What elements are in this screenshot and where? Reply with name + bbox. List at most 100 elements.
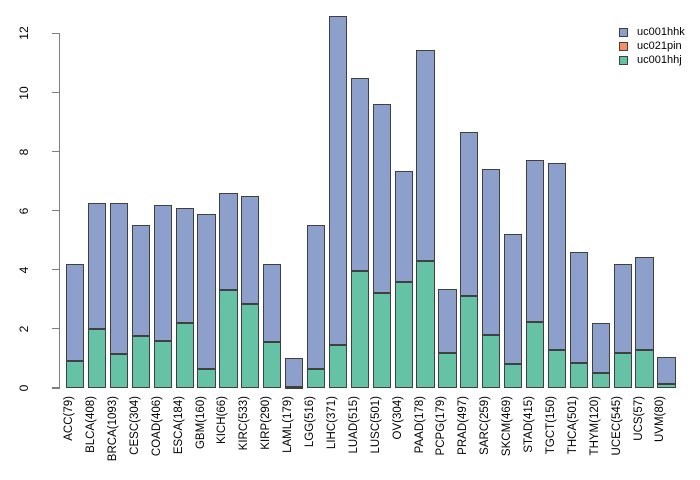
bar-segment-uc001hhj xyxy=(175,322,194,388)
x-tick-label: STAD(415) xyxy=(523,396,536,453)
x-tick-label: THYM(120) xyxy=(588,396,601,456)
bar-segment-uc001hhj xyxy=(525,321,545,388)
bar-segment-uc001hhk xyxy=(285,358,304,387)
x-tick-label: TGCT(150) xyxy=(544,396,557,455)
x-tick-label: OV(304) xyxy=(391,396,404,440)
x-tick-label: SKCM(469) xyxy=(501,396,514,457)
y-tick-label: 10 xyxy=(17,85,31,100)
bar-segment-uc001hhk xyxy=(175,207,194,323)
uc021pin-swatch-icon xyxy=(619,41,628,51)
y-tick-label: 0 xyxy=(17,384,31,392)
bar-segment-uc001hhk xyxy=(219,192,238,291)
x-tick-label: CESC(304) xyxy=(128,396,141,455)
x-tick-label: LUAD(515) xyxy=(347,396,360,454)
bar-segment-uc001hhj xyxy=(591,373,610,388)
x-tick-label: BRCA(1093) xyxy=(106,396,119,462)
x-tick-label: COAD(406) xyxy=(150,396,163,457)
bar-segment-uc001hhj xyxy=(87,328,107,388)
bar-segment-uc001hhk xyxy=(635,256,654,350)
legend-label: uc001hhk xyxy=(637,26,685,38)
bar-segment-uc001hhk xyxy=(569,252,588,363)
bar-segment-uc001hhj xyxy=(416,260,435,388)
bar-segment-uc001hhk xyxy=(504,234,523,365)
y-axis-tick xyxy=(52,210,59,212)
bar-segment-uc001hhk xyxy=(197,213,216,369)
bar-segment-uc001hhk xyxy=(263,263,282,343)
x-tick-label: LIHC(371) xyxy=(325,396,338,450)
bar-segment-uc001hhk xyxy=(416,49,435,261)
bar-segment-uc001hhj xyxy=(153,340,172,388)
y-axis-tick xyxy=(52,387,59,389)
y-tick-label: 6 xyxy=(17,207,31,215)
bar-segment-uc001hhk xyxy=(613,263,632,353)
x-tick-label: UVM(80) xyxy=(654,396,667,443)
x-tick-label: LAML(179) xyxy=(282,396,295,453)
bar-segment-uc001hhk xyxy=(591,322,610,374)
bar-segment-uc001hhk xyxy=(547,163,567,350)
x-tick-label: THCA(501) xyxy=(566,396,579,455)
bar-segment-uc001hhj xyxy=(197,368,216,388)
bar-segment-uc001hhk xyxy=(153,204,172,341)
uc001hhk-swatch-icon xyxy=(619,27,628,37)
bar-segment-uc001hhj xyxy=(394,281,413,388)
bar-segment-uc001hhk xyxy=(87,203,107,329)
x-tick-label: PCPG(179) xyxy=(435,396,448,456)
legend-item: uc021pin xyxy=(619,39,685,53)
bar-segment-uc001hhj xyxy=(460,296,479,388)
y-axis-line xyxy=(59,33,61,389)
bar-segment-uc001hhj xyxy=(569,362,588,388)
bar-segment-uc001hhk xyxy=(350,77,369,272)
bar-segment-uc001hhj xyxy=(241,303,260,388)
bar-segment-uc001hhk xyxy=(394,170,413,282)
bar-segment-uc001hhj xyxy=(350,271,369,388)
x-tick-label: SARC(259) xyxy=(479,396,492,455)
x-tick-label: ACC(79) xyxy=(63,396,76,441)
bar-segment-uc001hhk xyxy=(241,195,260,304)
x-tick-label: KICH(66) xyxy=(216,396,229,444)
bar-segment-uc001hhk xyxy=(460,132,479,297)
x-tick-label: KIRP(290) xyxy=(260,396,273,450)
legend-item: uc001hhj xyxy=(619,53,685,67)
y-axis-tick xyxy=(52,32,59,34)
x-tick-label: BLCA(408) xyxy=(85,396,98,453)
bar-segment-uc001hhk xyxy=(372,104,391,294)
bar-segment-uc001hhj xyxy=(372,293,391,388)
x-tick-label: PRAD(497) xyxy=(457,396,470,455)
x-tick-label: KIRC(533) xyxy=(238,396,251,451)
x-tick-label: UCEC(545) xyxy=(610,396,623,456)
y-axis-tick xyxy=(52,269,59,271)
bar-segment-uc001hhj xyxy=(66,361,85,388)
bar-segment-uc001hhj xyxy=(438,352,457,388)
y-tick-label: 2 xyxy=(17,325,31,333)
y-tick-label: 4 xyxy=(17,266,31,274)
bar-segment-uc001hhk xyxy=(131,225,150,337)
bar-segment-uc001hhk xyxy=(525,160,545,322)
bar-segment-uc001hhk xyxy=(328,15,348,346)
bar-segment-uc001hhj xyxy=(219,290,238,388)
x-tick-label: LGG(516) xyxy=(304,396,317,448)
x-tick-label: LUSC(501) xyxy=(369,396,382,454)
bar-segment-uc001hhj xyxy=(657,383,676,388)
bar-segment-uc001hhj xyxy=(306,368,326,388)
legend-label: uc021pin xyxy=(637,40,682,52)
bar-segment-uc001hhj xyxy=(547,349,567,388)
bar-segment-uc001hhj xyxy=(131,336,150,388)
bar-segment-uc001hhk xyxy=(482,169,501,335)
y-axis-tick xyxy=(52,91,59,94)
y-axis-tick xyxy=(52,151,59,153)
y-tick-label: 8 xyxy=(17,148,31,155)
legend: uc001hhk uc021pin uc001hhj xyxy=(619,25,685,67)
x-tick-label: UCS(57) xyxy=(632,396,645,441)
y-tick-label: 12 xyxy=(17,26,31,41)
x-tick-label: ESCA(184) xyxy=(172,396,185,455)
bar-segment-uc001hhj xyxy=(482,334,501,388)
x-tick-label: GBM(160) xyxy=(194,396,207,450)
bar-segment-uc001hhk xyxy=(306,225,326,369)
bar-segment-uc001hhj xyxy=(328,345,348,388)
bar-segment-uc001hhj xyxy=(504,364,523,388)
bar-segment-uc001hhk xyxy=(66,263,85,362)
bar-segment-uc001hhj xyxy=(109,354,129,388)
legend-item: uc001hhk xyxy=(619,25,685,39)
bar-segment-uc001hhk xyxy=(657,356,676,384)
